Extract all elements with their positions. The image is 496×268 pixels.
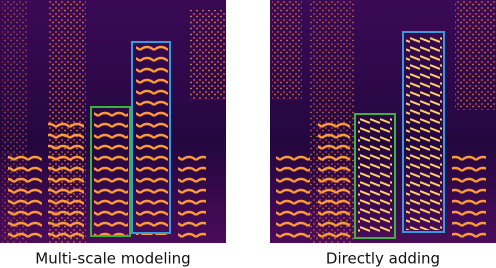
right-spectrogram bbox=[270, 0, 496, 243]
left-spectrogram bbox=[0, 0, 226, 243]
caption: Directly adding bbox=[326, 250, 440, 268]
caption: Multi-scale modeling bbox=[35, 250, 190, 268]
